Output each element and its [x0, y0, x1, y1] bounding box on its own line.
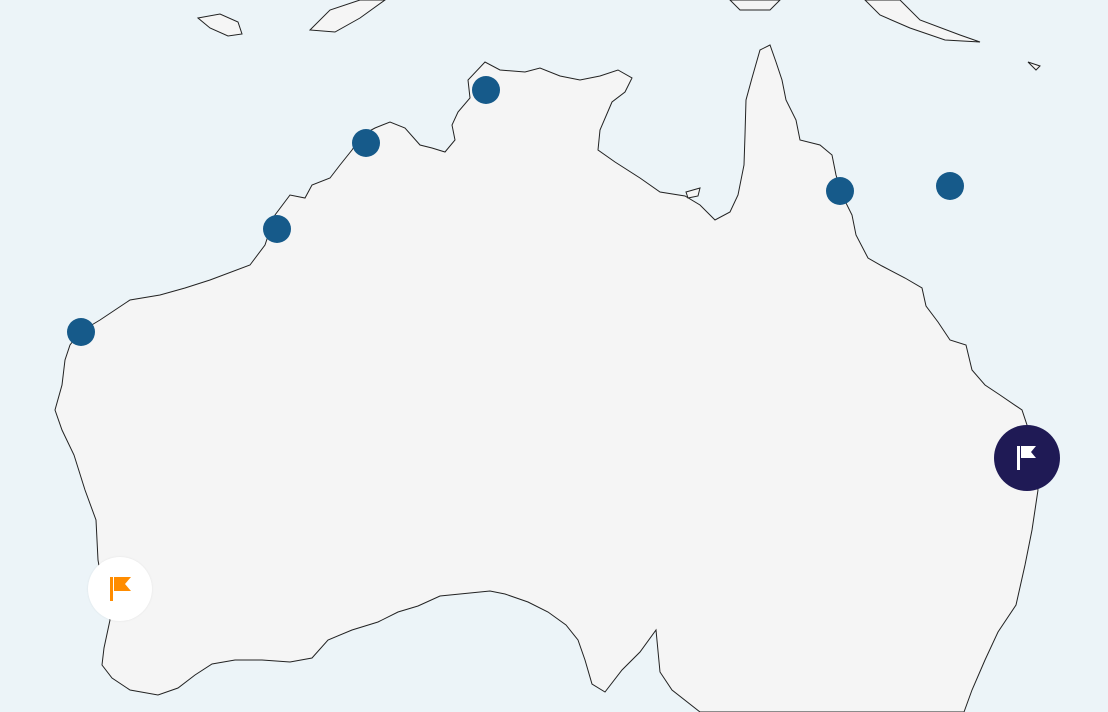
- flag-icon: [110, 577, 131, 601]
- map-point-marker[interactable]: [472, 76, 500, 104]
- map-point-marker[interactable]: [352, 129, 380, 157]
- map-point-marker[interactable]: [936, 172, 964, 200]
- flag-marker[interactable]: [88, 557, 152, 621]
- map-point-marker[interactable]: [263, 215, 291, 243]
- map-point-marker[interactable]: [67, 318, 95, 346]
- island-outline: [196, 13, 243, 37]
- island-outline: [1027, 61, 1041, 71]
- island-outline: [864, 0, 981, 43]
- map-point-marker[interactable]: [826, 177, 854, 205]
- island-outline: [685, 187, 701, 199]
- island-outline: [308, 0, 386, 33]
- flag-icon: [1017, 446, 1036, 470]
- selected-flag-marker[interactable]: [994, 425, 1060, 491]
- australia-landmass: [54, 44, 1039, 712]
- island-outline: [729, 0, 781, 11]
